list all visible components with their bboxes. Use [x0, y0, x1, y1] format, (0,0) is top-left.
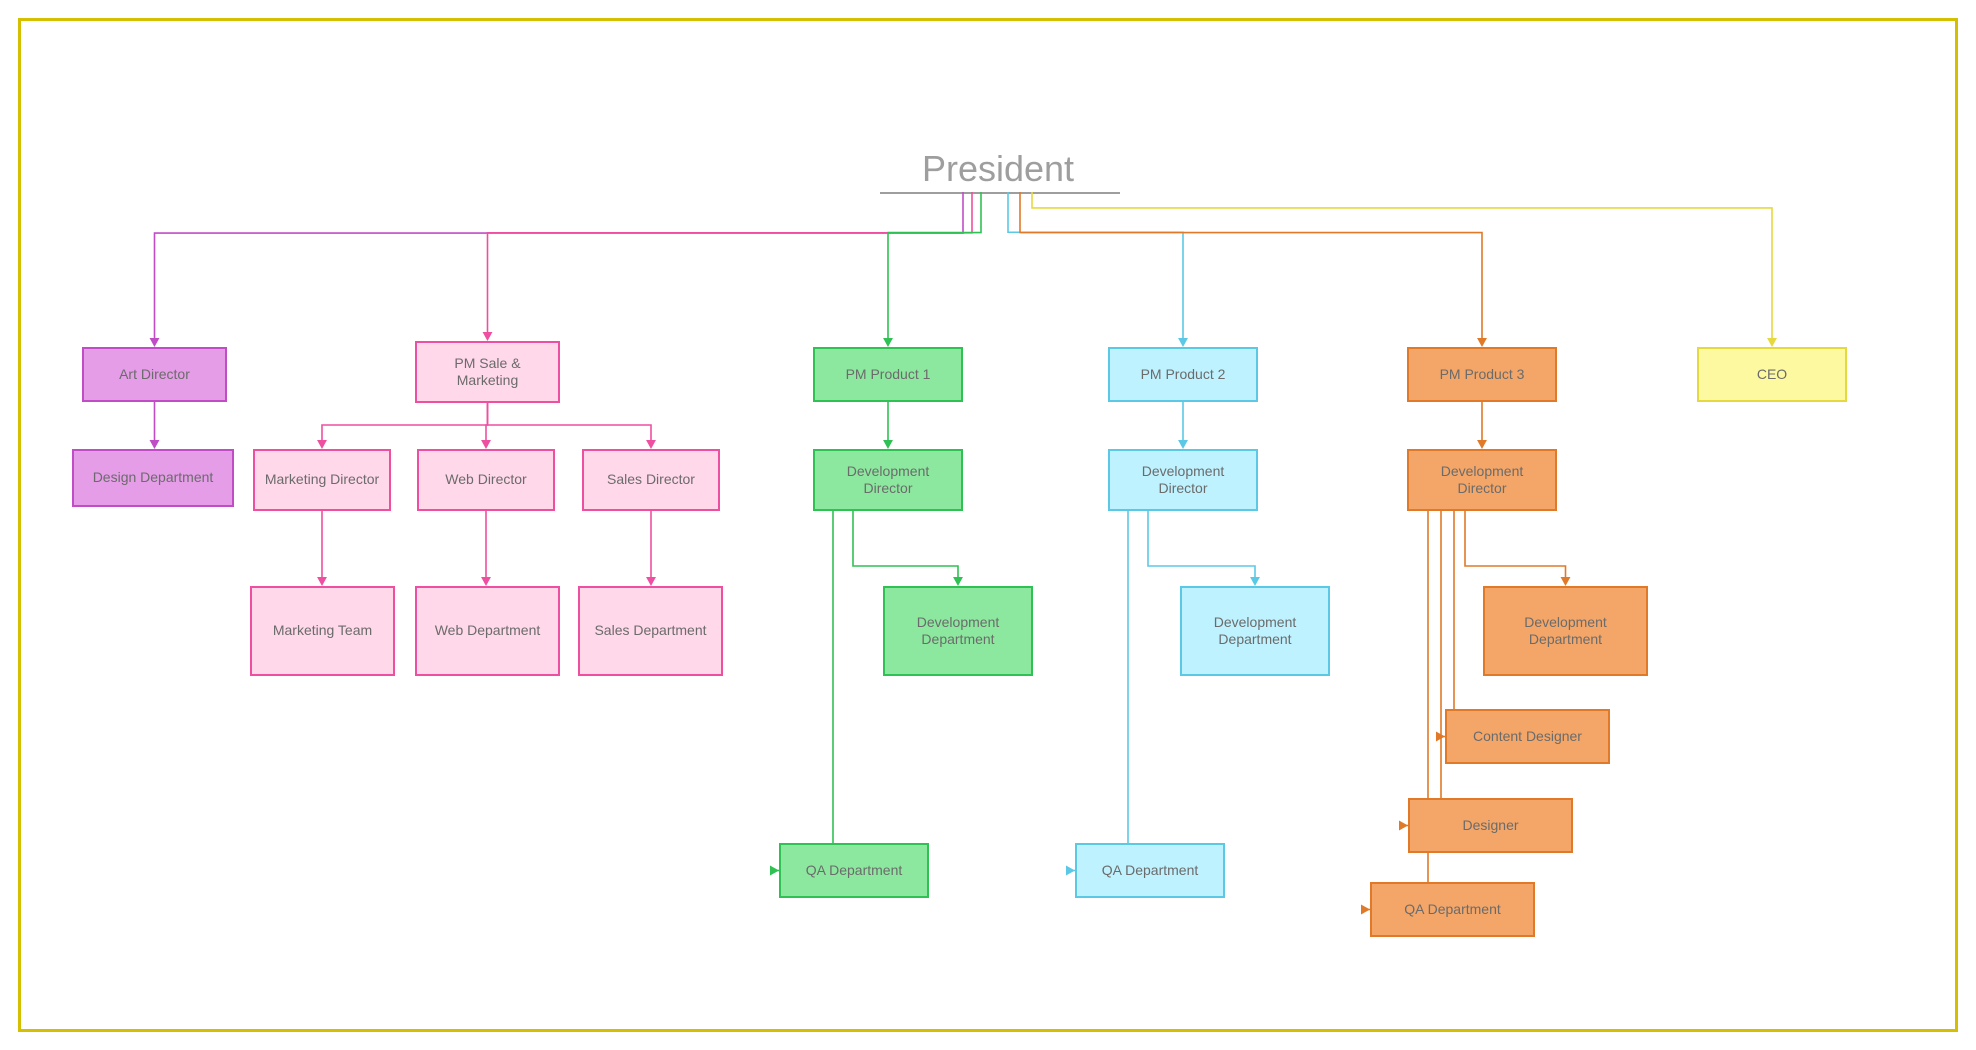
org-node-content-designer: Content Designer	[1445, 709, 1610, 764]
org-node-mkt-director: Marketing Director	[253, 449, 391, 511]
org-node-web-dept: Web Department	[415, 586, 560, 676]
org-node-dev-dept-1: Development Department	[883, 586, 1033, 676]
org-node-dev-dir-2: Development Director	[1108, 449, 1258, 511]
org-node-dev-dir-1: Development Director	[813, 449, 963, 511]
org-node-sales-dept: Sales Department	[578, 586, 723, 676]
org-node-pm-prod1: PM Product 1	[813, 347, 963, 402]
org-node-designer: Designer	[1408, 798, 1573, 853]
org-node-qa-dept-3: QA Department	[1370, 882, 1535, 937]
connector-layer	[0, 0, 1976, 1050]
org-node-mkt-team: Marketing Team	[250, 586, 395, 676]
org-node-design-dept: Design Department	[72, 449, 234, 507]
org-node-pm-sales: PM Sale & Marketing	[415, 341, 560, 403]
org-node-art-director: Art Director	[82, 347, 227, 402]
org-node-web-director: Web Director	[417, 449, 555, 511]
org-node-ceo: CEO	[1697, 347, 1847, 402]
org-node-qa-dept-2: QA Department	[1075, 843, 1225, 898]
org-node-sales-director: Sales Director	[582, 449, 720, 511]
org-node-pm-prod3: PM Product 3	[1407, 347, 1557, 402]
org-node-dev-dept-2: Development Department	[1180, 586, 1330, 676]
org-node-dev-dept-3: Development Department	[1483, 586, 1648, 676]
org-node-dev-dir-3: Development Director	[1407, 449, 1557, 511]
org-node-pm-prod2: PM Product 2	[1108, 347, 1258, 402]
org-node-qa-dept-1: QA Department	[779, 843, 929, 898]
